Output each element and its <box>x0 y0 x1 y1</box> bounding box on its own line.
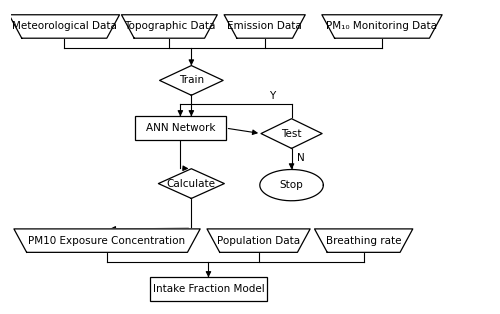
Text: Train: Train <box>179 75 204 85</box>
Polygon shape <box>9 15 120 38</box>
Text: Breathing rate: Breathing rate <box>326 236 402 246</box>
Text: Emission Data: Emission Data <box>228 21 302 31</box>
Text: Stop: Stop <box>280 180 303 190</box>
Text: Intake Fraction Model: Intake Fraction Model <box>152 284 264 294</box>
Text: Calculate: Calculate <box>167 179 216 189</box>
Polygon shape <box>322 15 442 38</box>
Polygon shape <box>122 15 218 38</box>
Text: PM10 Exposure Concentration: PM10 Exposure Concentration <box>28 236 186 246</box>
Polygon shape <box>261 119 322 149</box>
Text: Meteorological Data: Meteorological Data <box>12 21 117 31</box>
Polygon shape <box>207 229 310 252</box>
Text: Topographic Data: Topographic Data <box>124 21 215 31</box>
Polygon shape <box>160 66 223 95</box>
Text: Test: Test <box>282 128 302 138</box>
Polygon shape <box>260 170 324 201</box>
FancyBboxPatch shape <box>135 116 226 140</box>
Polygon shape <box>158 169 224 198</box>
Polygon shape <box>14 229 200 252</box>
Text: ANN Network: ANN Network <box>146 123 215 133</box>
Polygon shape <box>224 15 306 38</box>
Text: N: N <box>298 153 305 163</box>
FancyBboxPatch shape <box>150 277 267 301</box>
Text: Population Data: Population Data <box>217 236 300 246</box>
Polygon shape <box>314 229 413 252</box>
Text: PM₁₀ Monitoring Data: PM₁₀ Monitoring Data <box>326 21 438 31</box>
Text: Y: Y <box>269 91 275 101</box>
